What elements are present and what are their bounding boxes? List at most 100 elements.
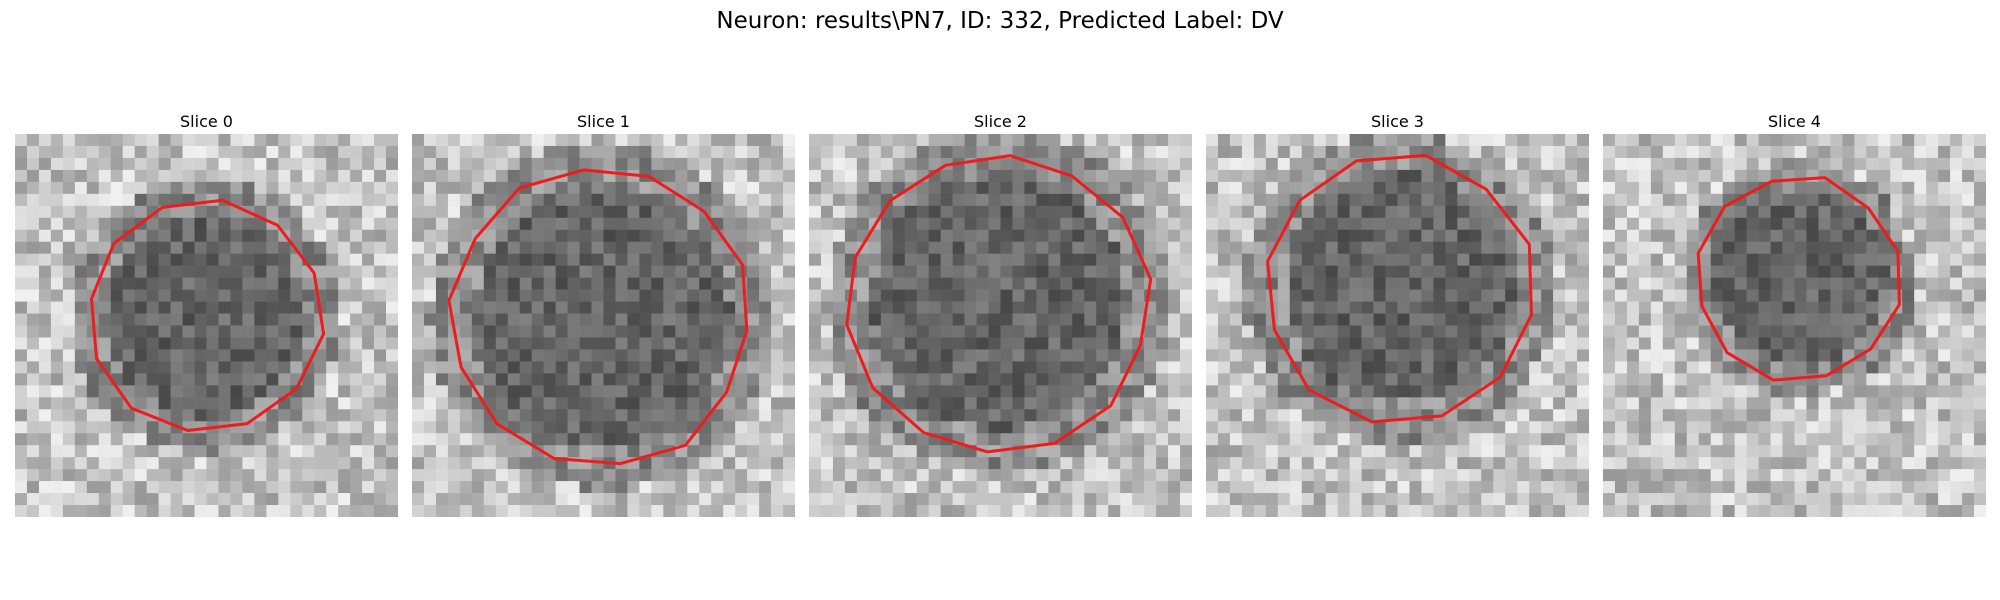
pixel [1854,445,1866,457]
pixel [1096,254,1108,266]
pixel [448,194,460,206]
pixel [290,146,302,158]
pixel [833,254,845,266]
pixel [1132,397,1144,409]
pixel [1651,266,1663,278]
pixel [893,421,905,433]
pixel [39,314,51,326]
pixel [1493,266,1505,278]
pixel [1168,505,1180,517]
pixel [1445,218,1457,230]
pixel [1060,349,1072,361]
pixel [1974,266,1986,278]
pixel [1036,421,1048,433]
pixel [436,302,448,314]
pixel [111,182,123,194]
pixel [362,158,374,170]
pixel [1914,182,1926,194]
pixel [508,230,520,242]
pixel [1206,349,1218,361]
pixel [1433,505,1445,517]
pixel [520,421,532,433]
pixel [1878,397,1890,409]
pixel [1914,445,1926,457]
pixel [1974,230,1986,242]
pixel [869,278,881,290]
pixel [905,314,917,326]
pixel [544,278,556,290]
pixel [1926,361,1938,373]
pixel [484,421,496,433]
pixel [1962,337,1974,349]
pixel [218,266,230,278]
pixel [302,505,314,517]
pixel [965,493,977,505]
pixel [460,134,472,146]
pixel [1541,373,1553,385]
pixel [1278,278,1290,290]
pixel [1747,134,1759,146]
pixel [821,361,833,373]
pixel [350,146,362,158]
pixel [1577,170,1589,182]
pixel [1914,409,1926,421]
pixel [627,421,639,433]
pixel [1326,421,1338,433]
pixel [1314,314,1326,326]
pixel [580,254,592,266]
pixel [326,314,338,326]
pixel [711,349,723,361]
pixel [1651,218,1663,230]
pixel [1362,146,1374,158]
pixel [1218,385,1230,397]
pixel [1577,481,1589,493]
pixel [1374,230,1386,242]
pixel [1962,397,1974,409]
pixel [687,230,699,242]
pixel [412,170,424,182]
pixel [242,146,254,158]
pixel [747,409,759,421]
pixel [711,182,723,194]
pixel [1469,218,1481,230]
pixel [1878,421,1890,433]
pixel [1938,254,1950,266]
pixel [350,349,362,361]
pixel [905,445,917,457]
pixel [1218,218,1230,230]
pixel [687,337,699,349]
pixel [386,469,398,481]
pixel [1060,337,1072,349]
pixel [568,194,580,206]
pixel [362,218,374,230]
pixel [1120,266,1132,278]
pixel [759,134,771,146]
pixel [989,493,1001,505]
pixel [735,421,747,433]
pixel [1615,373,1627,385]
pixel [1565,505,1577,517]
pixel [1699,421,1711,433]
pixel [1914,218,1926,230]
pixel [1627,290,1639,302]
pixel [1735,278,1747,290]
pixel [905,505,917,517]
pixel [135,445,147,457]
pixel [448,457,460,469]
pixel [386,493,398,505]
pixel [338,349,350,361]
pixel [1230,290,1242,302]
pixel [87,158,99,170]
pixel [1302,493,1314,505]
pixel [1553,314,1565,326]
pixel [917,361,929,373]
pixel [218,218,230,230]
pixel [1627,337,1639,349]
pixel [1230,170,1242,182]
pixel [1639,373,1651,385]
pixel [532,326,544,338]
pixel [254,397,266,409]
pixel [1842,206,1854,218]
pixel [448,134,460,146]
pixel [314,218,326,230]
